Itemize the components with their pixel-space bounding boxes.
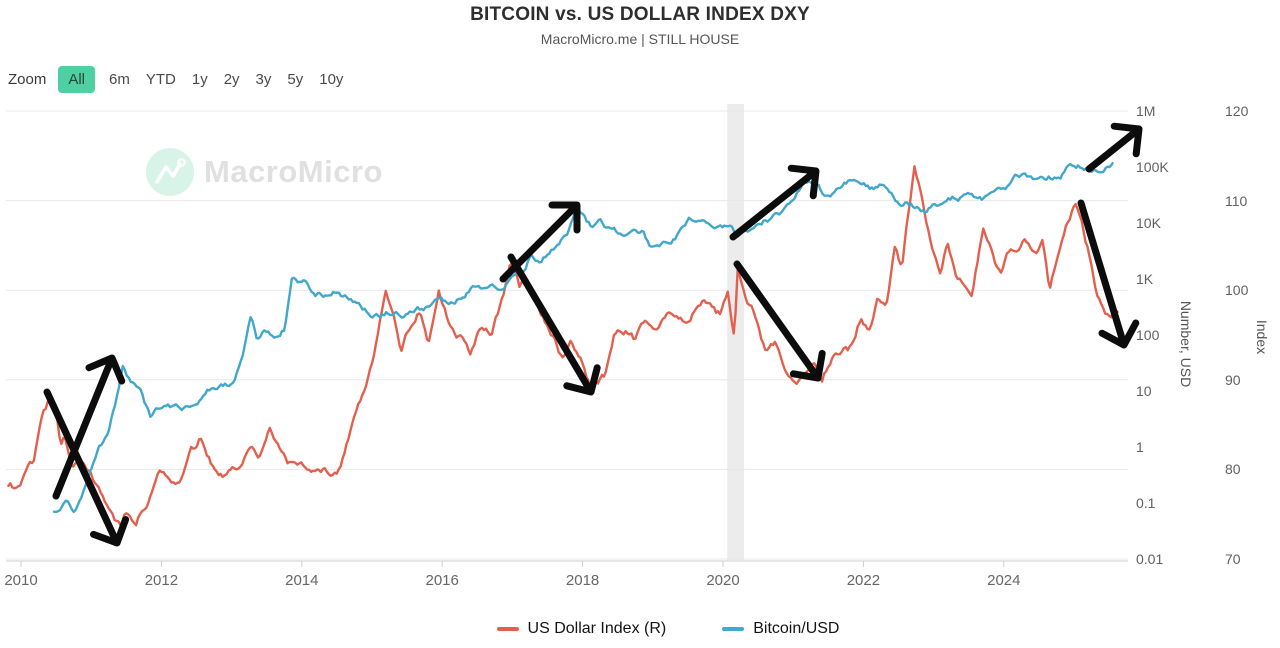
- series-bitcoin-usd: [52, 161, 1114, 514]
- gridlines: [6, 110, 1128, 560]
- log-axis-tick-label: 1M: [1136, 103, 1156, 119]
- index-axis-tick-label: 90: [1225, 371, 1241, 388]
- legend-item-bitcoin-usd[interactable]: Bitcoin/USD: [722, 620, 839, 638]
- index-axis-tick-label: 100: [1225, 282, 1249, 299]
- chart-legend: US Dollar Index (R) Bitcoin/USD: [28, 620, 1280, 638]
- log-axis-tick-label: 0.1: [1136, 495, 1156, 511]
- x-axis-tick-label: 2010: [4, 572, 38, 589]
- axis-title-number-usd: Number, USD: [1178, 300, 1194, 388]
- log-axis-tick-label: 10K: [1136, 215, 1161, 231]
- legend-item-us-dollar-index[interactable]: US Dollar Index (R): [496, 620, 667, 638]
- x-axis-tick-label: 2024: [987, 572, 1021, 589]
- page-title: BITCOIN vs. US DOLLAR INDEX DXY: [470, 4, 810, 25]
- legend-label-us-dollar-index: US Dollar Index (R): [527, 620, 667, 637]
- recession-band: [727, 104, 745, 560]
- x-axis-tick-label: 2016: [425, 572, 459, 589]
- x-axis-tick-label: 2014: [285, 572, 319, 589]
- legend-marker-us-dollar-index: [496, 627, 519, 631]
- log-axis-tick-label: 100K: [1136, 159, 1169, 175]
- zoom-button-6m[interactable]: 6m: [105, 66, 134, 93]
- zoom-button-3y[interactable]: 3y: [252, 66, 276, 93]
- zoom-button-1y[interactable]: 1y: [188, 66, 212, 93]
- log-axis-tick-label: 1K: [1136, 271, 1154, 287]
- zoom-button-all[interactable]: All: [58, 66, 96, 93]
- x-axis-tick-label: 2018: [565, 572, 600, 589]
- legend-marker-bitcoin-usd: [722, 627, 745, 631]
- zoom-button-ytd[interactable]: YTD: [142, 66, 180, 93]
- log-axis-tick-label: 100: [1136, 327, 1160, 343]
- index-axis-tick-label: 70: [1225, 551, 1241, 567]
- x-axis-tick-label: 2012: [144, 572, 179, 589]
- zoom-toolbar-label: Zoom: [8, 71, 47, 88]
- series-us-dollar-index-r: [7, 165, 1119, 527]
- log-axis-tick-label: 0.01: [1136, 551, 1164, 567]
- zoom-button-10y[interactable]: 10y: [315, 66, 347, 93]
- log-axis-tick-label: 10: [1136, 383, 1152, 399]
- annotation-arrows: [43, 122, 1143, 547]
- x-axis-tick-label: 2020: [706, 572, 740, 589]
- index-axis-tick-label: 80: [1225, 461, 1241, 478]
- log-axis-tick-label: 1: [1136, 439, 1144, 455]
- index-axis-tick-label: 110: [1225, 192, 1248, 209]
- axis-title-index: Index: [1254, 319, 1270, 355]
- page-subtitle: MacroMicro.me | STILL HOUSE: [540, 31, 740, 47]
- index-axis-tick-label: 120: [1225, 103, 1249, 119]
- zoom-button-2y[interactable]: 2y: [220, 66, 244, 93]
- legend-label-bitcoin-usd: Bitcoin/USD: [753, 620, 840, 637]
- zoom-button-5y[interactable]: 5y: [283, 66, 307, 93]
- zoom-toolbar: Zoom All 6m YTD 1y 2y 3y 5y 10y: [8, 66, 355, 93]
- x-axis: [6, 560, 1128, 567]
- x-axis-tick-label: 2022: [846, 572, 881, 589]
